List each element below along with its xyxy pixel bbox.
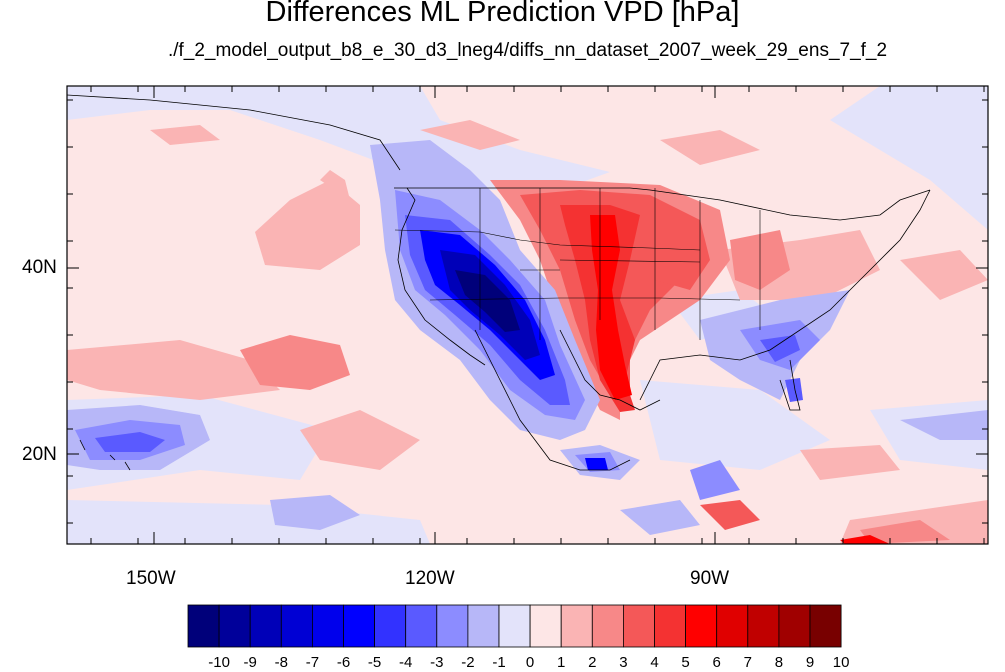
colorbar-label: 10 (832, 654, 850, 671)
colorbar-box (218, 604, 251, 648)
colorbar-label: -7 (305, 654, 320, 671)
colorbar-label: -5 (367, 654, 382, 671)
colorbar-box (685, 604, 718, 648)
colorbar (187, 604, 842, 648)
colorbar-box (436, 604, 469, 648)
x-tick-label-120w: 120W (405, 568, 455, 589)
state-borders (394, 188, 761, 340)
colorbar-label: 3 (619, 654, 628, 671)
colorbar-label: -6 (336, 654, 351, 671)
x-tick-label-150w: 150W (126, 568, 176, 589)
colorbar-box (280, 604, 313, 648)
colorbar-box (529, 604, 562, 648)
colorbar-label: 8 (774, 654, 784, 671)
colorbar-label: -3 (430, 654, 444, 671)
map-field (67, 86, 988, 544)
colorbar-box (187, 604, 220, 648)
colorbar-label: 0 (525, 654, 535, 671)
colorbar-box (343, 604, 376, 648)
x-tick-label-90w: 90W (690, 568, 730, 589)
colorbar-label: 9 (805, 654, 815, 671)
colorbar-label: 1 (557, 654, 566, 671)
y-tick-label-20n: 20N (22, 444, 57, 465)
colorbar-box (498, 604, 531, 648)
colorbar-label: -2 (461, 654, 475, 671)
colorbar-label: 4 (650, 654, 659, 671)
colorbar-label: -10 (208, 654, 230, 671)
colorbar-label: 2 (588, 654, 597, 671)
colorbar-label: 7 (743, 654, 752, 671)
colorbar-box (374, 604, 407, 648)
coastlines (67, 94, 931, 471)
colorbar-box (249, 604, 282, 648)
colorbar-label: 6 (712, 654, 721, 671)
colorbar-box (623, 604, 655, 648)
y-tick-label-40n: 40N (22, 257, 57, 278)
colorbar-label: -8 (274, 654, 288, 671)
map-frame (66, 85, 989, 545)
colorbar-box (311, 604, 344, 648)
axis-ticks (67, 86, 988, 544)
colorbar-box (716, 604, 749, 648)
colorbar-box (778, 604, 811, 648)
colorbar-box (591, 604, 624, 648)
colorbar-box (747, 604, 780, 648)
chart-subtitle: ./f_2_model_output_b8_e_30_d3_lneg4/diff… (167, 40, 888, 61)
colorbar-box (467, 604, 500, 648)
colorbar-label: -4 (399, 654, 413, 671)
colorbar-label: -1 (492, 654, 506, 671)
colorbar-box (654, 604, 687, 648)
colorbar-box (809, 604, 842, 648)
field-pink (67, 120, 988, 544)
colorbar-label: -9 (243, 654, 257, 671)
field-red-deep (590, 215, 890, 544)
field-blue-navy (455, 270, 520, 332)
colorbar-box (560, 604, 593, 648)
colorbar-label: 5 (681, 654, 690, 671)
colorbar-box (405, 604, 438, 648)
chart-title: Differences ML Prediction VPD [hPa] (265, 0, 740, 28)
